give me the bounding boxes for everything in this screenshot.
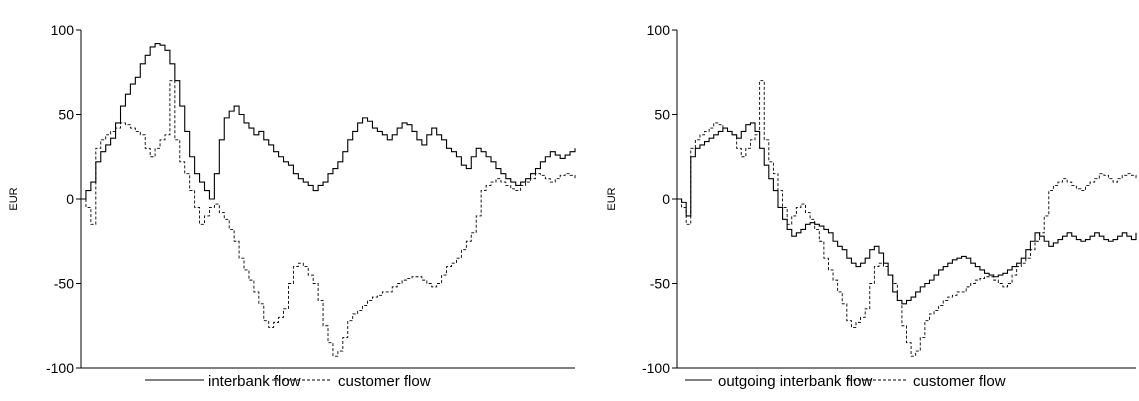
legend-label-1: interbank flow	[208, 373, 301, 390]
chart-panel-1: -100 -50 0 50 100 EUR interbank flow customer f…	[8, 22, 576, 390]
y-tick-label: -100	[46, 360, 74, 376]
y-tick-label: 50	[58, 107, 74, 123]
legend-label-2: customer flow	[338, 373, 431, 390]
chart-panel-2: -100 -50 0 50 100 EUR outgoing interbank flow c…	[606, 22, 1137, 390]
y-tick-label: 50	[654, 107, 670, 123]
y-tick-label: -50	[54, 276, 74, 292]
series-line-1	[677, 122, 1137, 305]
y-tick-label: 0	[66, 191, 74, 207]
y-tick-label: -50	[650, 276, 670, 292]
y-axis-label: EUR	[8, 187, 20, 210]
series-line-2	[677, 80, 1137, 357]
y-axis-label: EUR	[606, 187, 618, 210]
y-tick-label: 100	[647, 22, 671, 38]
y-tick-label: 100	[51, 22, 75, 38]
y-tick-label: 0	[662, 191, 670, 207]
series-line-1	[81, 42, 576, 200]
y-tick-label: -100	[642, 360, 670, 376]
legend-label-2: customer flow	[913, 373, 1006, 390]
legend-label-1: outgoing interbank flow	[718, 373, 872, 390]
series-line-2	[81, 80, 576, 357]
